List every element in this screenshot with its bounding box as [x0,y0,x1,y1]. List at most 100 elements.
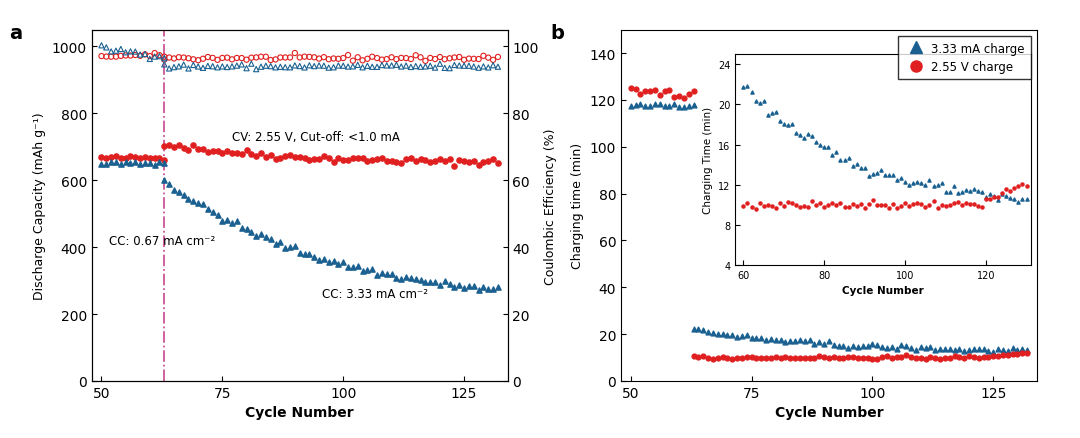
Point [480,158,497,165]
Point [704,355,721,362]
Point [1004,351,1022,358]
Point [893,342,910,349]
Point [315,256,333,263]
Point [335,157,352,164]
Point [103,154,120,161]
Point [103,54,120,61]
Point [218,55,235,62]
Point [825,342,842,349]
Point [359,56,376,63]
Point [378,271,395,278]
Point [300,54,318,61]
Point [364,266,381,273]
Point [724,356,741,363]
Point [636,88,653,95]
Point [854,343,872,350]
Point [171,55,188,62]
Point [383,158,401,165]
Point [325,258,342,265]
Point [329,56,347,63]
Point [888,346,905,353]
Point [132,155,149,162]
Point [402,275,419,282]
Point [374,62,391,69]
Point [632,101,649,108]
Point [975,346,993,353]
Point [315,154,333,161]
Point [233,62,251,69]
Point [622,85,639,92]
Point [243,151,260,158]
Point [199,63,216,70]
Point [782,338,799,345]
Point [136,154,153,161]
Point [903,353,920,360]
Point [397,156,415,163]
Point [864,341,881,348]
Point [450,63,468,70]
Point [364,158,381,165]
Point [786,338,804,345]
Point [368,156,386,163]
Point [276,55,294,62]
Point [470,162,487,169]
Text: CC: 3.33 mA cm⁻²: CC: 3.33 mA cm⁻² [322,287,428,300]
Point [636,103,653,110]
Point [985,353,1002,360]
Point [335,56,352,63]
Point [141,155,159,162]
Point [728,333,745,340]
Point [460,159,477,166]
Point [325,159,342,166]
Point [107,54,124,61]
Point [199,149,216,156]
Point [117,159,134,166]
Point [651,92,669,99]
Point [161,55,178,62]
Point [897,352,915,359]
Point [335,63,352,70]
Point [849,343,866,350]
Point [300,63,318,70]
Point [646,102,663,109]
Point [792,354,809,361]
Point [132,53,149,60]
Point [489,54,507,61]
Point [480,65,497,72]
Point [685,88,702,95]
Point [126,53,144,60]
Point [272,239,289,246]
Point [136,160,153,167]
Point [642,89,659,96]
Point [146,155,163,162]
Point [300,157,318,164]
Point [199,54,216,61]
Point [922,354,940,361]
Point [117,49,134,57]
Point [622,103,639,110]
Point [724,332,741,339]
Point [931,355,948,362]
Point [368,64,386,71]
Y-axis label: Charging time (min): Charging time (min) [571,143,584,269]
Point [296,54,313,61]
Point [685,102,702,110]
Point [194,56,212,63]
Point [253,64,270,71]
Point [320,57,337,64]
Point [296,155,313,162]
Point [286,50,303,57]
Point [868,342,886,349]
Point [671,105,688,112]
Point [267,241,284,248]
Point [878,353,895,360]
Point [743,354,760,361]
Point [171,189,188,196]
Point [1009,350,1026,357]
Point [276,64,294,71]
Point [922,344,940,351]
Point [189,57,206,64]
Point [247,55,265,62]
Point [238,57,255,64]
Point [907,354,924,361]
